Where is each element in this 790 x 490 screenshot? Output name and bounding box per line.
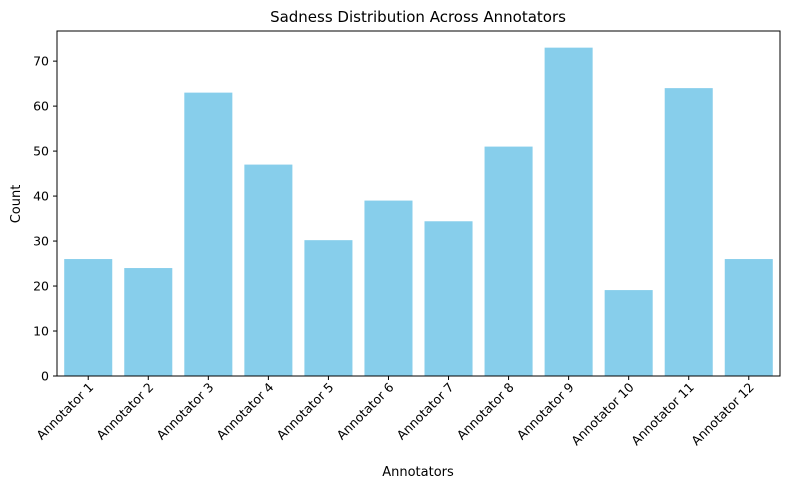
bar-11 — [664, 88, 713, 377]
y-tick-label: 10 — [33, 324, 49, 339]
bars-group — [64, 47, 773, 377]
x-tick-label: Annotator 9 — [514, 379, 577, 442]
y-axis: 0 10 20 30 40 50 60 70 — [33, 54, 57, 384]
y-tick-label: 30 — [33, 234, 49, 249]
x-tick-label: Annotator 3 — [153, 380, 216, 443]
bar-4 — [244, 164, 293, 376]
bar-10 — [604, 290, 653, 376]
bar-2 — [124, 268, 173, 376]
bar-3 — [184, 92, 233, 377]
bar-9 — [544, 47, 593, 377]
x-tick-label: Annotator 2 — [93, 380, 156, 443]
y-tick-label: 0 — [41, 369, 49, 384]
y-tick-label: 70 — [33, 54, 49, 69]
bar-5 — [304, 240, 353, 376]
x-tick-label: Annotator 12 — [688, 380, 757, 449]
bar-7 — [424, 221, 473, 376]
y-tick-label: 60 — [33, 99, 49, 114]
x-tick-label: Annotator 10 — [568, 379, 637, 448]
chart-title: Sadness Distribution Across Annotators — [270, 8, 566, 26]
x-axis-label: Annotators — [382, 465, 454, 480]
y-tick-label: 40 — [33, 189, 49, 204]
x-tick-label: Annotator 1 — [33, 380, 96, 443]
bar-1 — [64, 259, 113, 376]
x-tick-label: Annotator 8 — [454, 379, 517, 442]
y-tick-label: 20 — [33, 279, 49, 294]
y-tick-label: 50 — [33, 144, 49, 159]
y-axis-label: Count — [9, 185, 24, 224]
bar-6 — [364, 200, 413, 376]
x-tick-label: Annotator 7 — [394, 380, 457, 443]
x-tick-label: Annotator 4 — [213, 379, 276, 442]
bar-8 — [484, 146, 533, 376]
x-tick-label: Annotator 5 — [273, 380, 336, 443]
x-tick-label: Annotator 6 — [334, 379, 397, 442]
plot-frame — [56, 30, 781, 377]
bar-12 — [724, 259, 773, 376]
x-tick-label: Annotator 11 — [628, 380, 697, 449]
